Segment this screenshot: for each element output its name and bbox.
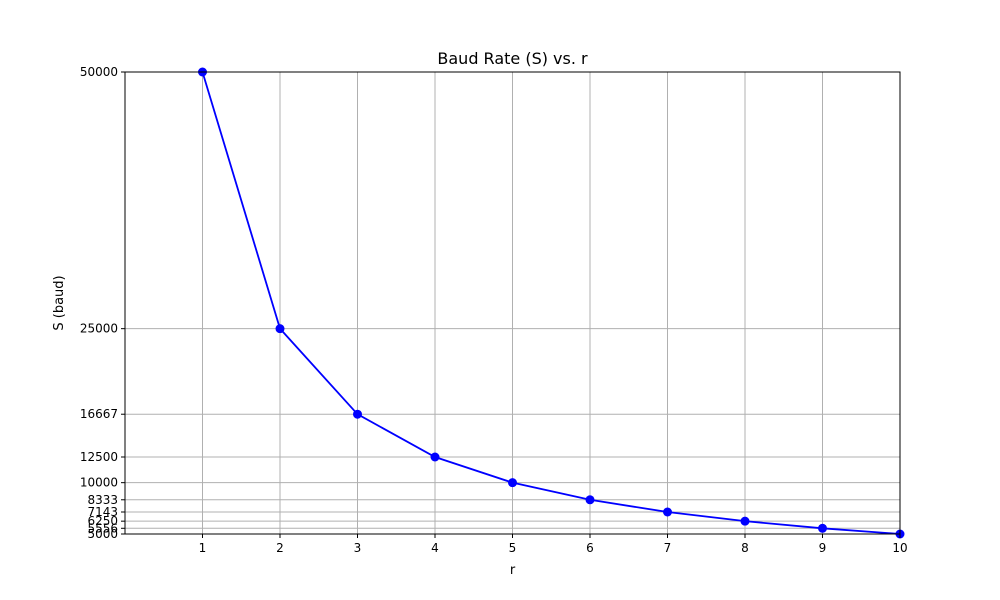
y-axis-label: S (baud): [52, 275, 67, 330]
y-tick-label: 10000: [80, 476, 118, 490]
chart-title: Baud Rate (S) vs. r: [437, 49, 588, 68]
data-point: [508, 478, 517, 488]
data-point: [430, 452, 440, 462]
series-line: [201, 71, 901, 535]
data-markers: [198, 67, 905, 539]
x-tick-label: 2: [276, 541, 284, 555]
x-tick-label: 3: [354, 541, 362, 555]
y-tick-label: 12500: [80, 450, 118, 464]
x-tick-label: 6: [586, 541, 594, 555]
data-point: [818, 523, 827, 533]
data-point: [663, 507, 672, 517]
y-tick-label: 50000: [80, 65, 118, 79]
y-tick-label: 6250: [87, 514, 118, 528]
data-point: [275, 324, 285, 334]
data-point: [740, 516, 750, 526]
x-axis-ticks: 1 2 3 4 5 6 7 8 9 10: [199, 534, 908, 555]
x-tick-label: 9: [819, 541, 827, 555]
data-point: [353, 409, 362, 419]
x-tick-label: 8: [741, 541, 749, 555]
y-tick-label: 5000: [87, 527, 118, 541]
x-tick-label: 7: [664, 541, 672, 555]
grid: [125, 71, 901, 535]
y-tick-label: 5556: [87, 521, 118, 535]
y-tick-label: 25000: [80, 322, 118, 336]
data-point: [585, 495, 595, 505]
series-line-layer: [201, 71, 901, 535]
x-tick-label: 1: [199, 541, 207, 555]
x-axis-label: r: [510, 563, 516, 578]
x-tick-label: 10: [892, 541, 907, 555]
y-tick-label: 8333: [87, 493, 118, 507]
y-tick-label: 16667: [80, 407, 118, 421]
y-tick-label: 7143: [87, 505, 118, 519]
x-tick-label: 5: [509, 541, 517, 555]
x-tick-label: 4: [431, 541, 439, 555]
